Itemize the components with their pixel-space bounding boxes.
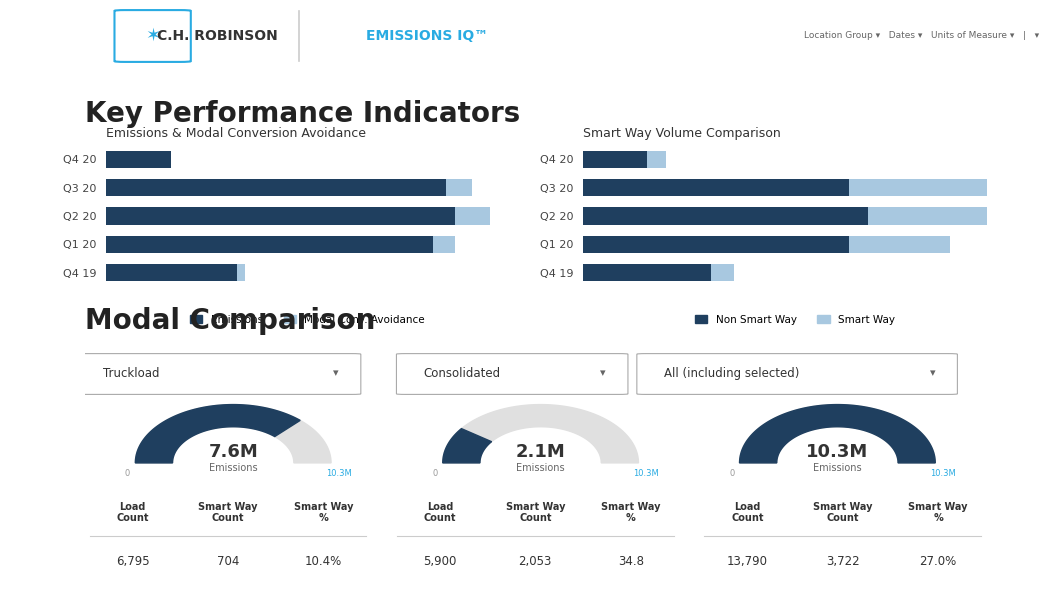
Bar — [106, 151, 172, 167]
Text: 10.3M: 10.3M — [326, 469, 352, 478]
Polygon shape — [740, 404, 935, 463]
Polygon shape — [443, 428, 492, 463]
Text: EMISSIONS IQ™: EMISSIONS IQ™ — [366, 29, 488, 43]
Text: Load
Count: Load Count — [117, 502, 148, 523]
Bar — [106, 236, 432, 253]
FancyBboxPatch shape — [637, 353, 957, 394]
Polygon shape — [136, 404, 331, 463]
Text: Smart Way
Count: Smart Way Count — [198, 502, 258, 523]
Text: Truckload: Truckload — [103, 367, 159, 380]
Bar — [648, 151, 666, 167]
Text: Emissions: Emissions — [209, 463, 258, 473]
Text: C.H. ROBINSON: C.H. ROBINSON — [157, 29, 278, 43]
Bar — [455, 208, 490, 224]
Text: 10.4%: 10.4% — [304, 556, 342, 568]
Text: ▾: ▾ — [333, 368, 338, 379]
Bar — [583, 265, 711, 281]
FancyBboxPatch shape — [76, 353, 360, 394]
Text: 0: 0 — [729, 469, 735, 478]
Bar — [583, 151, 648, 167]
Text: Load
Count: Load Count — [424, 502, 456, 523]
Text: All (including selected): All (including selected) — [664, 367, 799, 380]
Text: Location Group ▾   Dates ▾   Units of Measure ▾   |   ▾: Location Group ▾ Dates ▾ Units of Measur… — [803, 31, 1039, 40]
Text: 10.3M: 10.3M — [634, 469, 659, 478]
Bar — [236, 265, 246, 281]
Text: 2.1M: 2.1M — [516, 443, 565, 461]
Bar — [867, 208, 987, 224]
Bar — [583, 208, 867, 224]
Text: 13,790: 13,790 — [727, 556, 767, 568]
Text: Load
Count: Load Count — [731, 502, 763, 523]
Text: ▾: ▾ — [930, 368, 935, 379]
Polygon shape — [740, 404, 935, 463]
Text: Emissions: Emissions — [813, 463, 862, 473]
Bar — [432, 236, 455, 253]
Bar — [849, 236, 950, 253]
Text: 704: 704 — [216, 556, 240, 568]
Text: Smart Way
Count: Smart Way Count — [506, 502, 565, 523]
Text: 7.6M: 7.6M — [209, 443, 258, 461]
Text: 0: 0 — [432, 469, 438, 478]
Text: Key Performance Indicators: Key Performance Indicators — [85, 100, 520, 128]
Text: Emissions: Emissions — [516, 463, 565, 473]
Polygon shape — [136, 404, 300, 463]
Text: Smart Way
%: Smart Way % — [294, 502, 353, 523]
Bar — [106, 208, 455, 224]
Polygon shape — [443, 404, 638, 463]
Text: Smart Way
%: Smart Way % — [908, 502, 968, 523]
Text: 34.8: 34.8 — [618, 556, 643, 568]
Text: 10.3M: 10.3M — [931, 469, 956, 478]
Text: 10.3M: 10.3M — [807, 443, 868, 461]
Text: 2,053: 2,053 — [518, 556, 552, 568]
Bar — [106, 179, 446, 196]
Text: ▾: ▾ — [600, 368, 605, 379]
Text: Modal Comparison: Modal Comparison — [85, 307, 375, 335]
Bar — [583, 179, 849, 196]
Bar — [106, 265, 236, 281]
Bar — [583, 236, 849, 253]
Bar — [446, 179, 472, 196]
Text: 6,795: 6,795 — [116, 556, 149, 568]
Bar — [711, 265, 735, 281]
Text: Smart Way
%: Smart Way % — [601, 502, 660, 523]
Text: Emissions & Modal Conversion Avoidance: Emissions & Modal Conversion Avoidance — [106, 127, 366, 140]
FancyBboxPatch shape — [114, 10, 191, 62]
Text: Smart Way Volume Comparison: Smart Way Volume Comparison — [583, 127, 781, 140]
Text: ✶: ✶ — [145, 27, 160, 45]
Legend: Emissions, Modal Conv. Avoidance: Emissions, Modal Conv. Avoidance — [186, 311, 429, 329]
Text: 5,900: 5,900 — [423, 556, 457, 568]
Text: 3,722: 3,722 — [826, 556, 860, 568]
Bar — [849, 179, 987, 196]
Legend: Non Smart Way, Smart Way: Non Smart Way, Smart Way — [690, 311, 900, 329]
Text: 0: 0 — [125, 469, 130, 478]
FancyBboxPatch shape — [396, 353, 628, 394]
Text: Consolidated: Consolidated — [423, 367, 500, 380]
Text: 27.0%: 27.0% — [919, 556, 957, 568]
Text: Smart Way
Count: Smart Way Count — [813, 502, 872, 523]
